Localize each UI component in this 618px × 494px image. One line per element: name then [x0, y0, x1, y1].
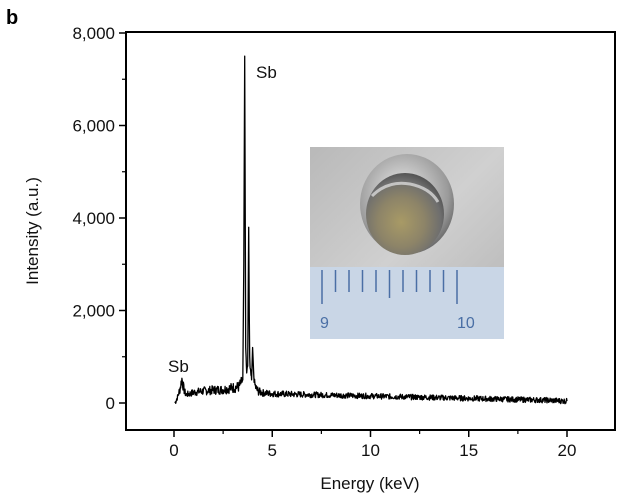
annotation-sb-main: Sb [256, 63, 277, 82]
y-tick-label: 6,000 [72, 117, 115, 136]
ruler-label-10: 10 [457, 315, 475, 332]
annotation-sb-low: Sb [168, 357, 189, 376]
x-tick-label: 15 [459, 441, 478, 460]
sample-photo-inset: 9 10 [310, 147, 504, 339]
ruler-ticks [321, 270, 458, 304]
sample-disc-icon [366, 173, 444, 255]
x-tick-label: 20 [558, 441, 577, 460]
y-tick-label: 0 [106, 394, 115, 413]
x-tick-labels: 0 5 10 15 20 [169, 441, 576, 460]
ruler-icon [310, 267, 504, 339]
sample-highlight-icon [370, 181, 440, 203]
y-tick-label: 8,000 [72, 24, 115, 43]
ruler-label-9: 9 [320, 315, 329, 332]
spectrum-series-line [174, 55, 568, 405]
y-tick-label: 2,000 [72, 302, 115, 321]
axis-ticks [119, 32, 568, 437]
panel-label: b [6, 7, 18, 29]
y-axis-title: Intensity (a.u.) [23, 177, 42, 285]
x-tick-label: 5 [268, 441, 277, 460]
y-tick-labels: 0 2,000 4,000 6,000 8,000 [72, 24, 115, 413]
y-tick-label: 4,000 [72, 209, 115, 228]
x-axis-title: Energy (keV) [320, 474, 419, 493]
x-tick-label: 0 [169, 441, 178, 460]
x-tick-label: 10 [361, 441, 380, 460]
